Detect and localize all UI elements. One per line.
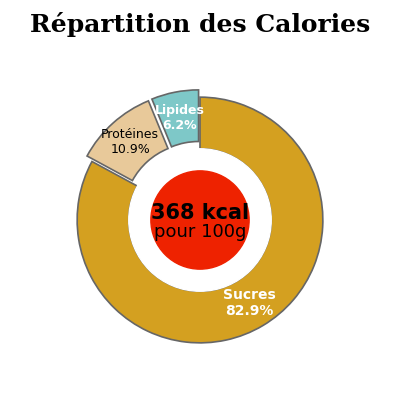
Wedge shape [77, 97, 323, 343]
Wedge shape [87, 101, 168, 180]
Circle shape [129, 149, 271, 291]
Text: Répartition des Calories: Répartition des Calories [30, 12, 370, 37]
Wedge shape [152, 90, 198, 147]
Text: pour 100g: pour 100g [154, 223, 246, 241]
Circle shape [151, 171, 249, 269]
Text: 368 kcal: 368 kcal [151, 203, 249, 223]
Text: Sucres
82.9%: Sucres 82.9% [223, 288, 276, 318]
Text: Lipides
6.2%: Lipides 6.2% [155, 104, 205, 132]
Text: Protéines
10.9%: Protéines 10.9% [101, 128, 159, 156]
